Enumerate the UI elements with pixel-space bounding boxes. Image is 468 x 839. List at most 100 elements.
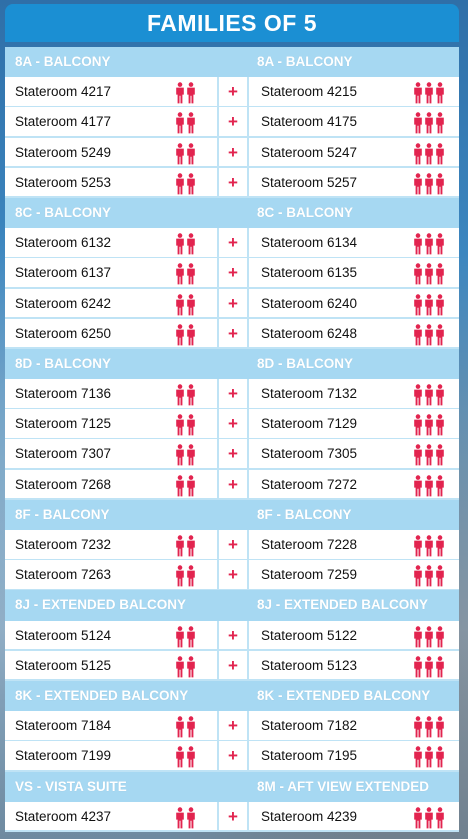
section-header-row: 8A - BALCONY 8A - BALCONY: [5, 47, 459, 78]
person-icon: [425, 565, 433, 587]
three-people-icon: [413, 384, 445, 406]
stateroom-label: Stateroom 7132: [261, 386, 358, 402]
left-stateroom-cell: Stateroom 6132: [5, 229, 217, 258]
row-divider: [5, 498, 459, 500]
person-icon: [436, 746, 444, 768]
person-icon: [414, 746, 422, 768]
person-icon: [414, 233, 422, 255]
person-icon: [436, 173, 444, 195]
stateroom-label: Stateroom 7184: [15, 718, 112, 734]
person-icon: [425, 233, 433, 255]
three-people-icon: [413, 112, 445, 134]
row-divider: [5, 347, 459, 349]
stateroom-label: Stateroom 7305: [261, 446, 358, 462]
right-stateroom-cell: Stateroom 4215: [249, 78, 459, 107]
three-people-icon: [413, 263, 445, 285]
person-icon: [187, 806, 195, 829]
person-icon: [176, 82, 184, 104]
person-icon: [176, 535, 184, 557]
person-icon: [414, 565, 422, 587]
person-icon: [187, 173, 195, 195]
stateroom-label: Stateroom 5247: [261, 144, 358, 160]
right-stateroom-cell: Stateroom 6135: [249, 259, 459, 288]
right-stateroom-cell: Stateroom 5122: [249, 621, 459, 650]
person-icon: [436, 474, 444, 497]
person-icon: [414, 535, 422, 557]
person-icon: [436, 806, 444, 829]
column-divider: [247, 228, 249, 259]
table-row: Stateroom 6137 + Stateroom 6135: [5, 258, 459, 289]
person-icon: [187, 444, 195, 466]
person-icon: [425, 716, 433, 738]
table-row: Stateroom 4217 + Stateroom 4215: [5, 77, 459, 108]
section-title-left: 8K - EXTENDED BALCONY: [15, 687, 189, 703]
person-icon: [176, 323, 184, 346]
stateroom-label: Stateroom 7136: [15, 386, 112, 402]
person-icon: [176, 112, 184, 134]
row-divider: [5, 317, 459, 319]
column-divider: [217, 318, 219, 349]
person-icon: [436, 444, 444, 466]
person-icon: [425, 293, 433, 315]
column-divider: [247, 741, 249, 772]
left-stateroom-cell: Stateroom 6137: [5, 259, 217, 288]
column-divider: [217, 379, 219, 410]
person-icon: [187, 142, 195, 164]
person-icon: [436, 263, 444, 285]
table-row: Stateroom 5253 + Stateroom 5257: [5, 167, 459, 198]
left-stateroom-cell: Stateroom 5125: [5, 651, 217, 680]
person-icon: [414, 625, 422, 647]
column-divider: [247, 620, 249, 651]
person-icon: [425, 656, 433, 678]
person-icon: [176, 746, 184, 768]
table-row: Stateroom 7268 + Stateroom 7272: [5, 469, 459, 500]
section-title-right: 8K - EXTENDED BALCONY: [257, 687, 431, 703]
table-row: Stateroom 6242 + Stateroom 6240: [5, 288, 459, 319]
three-people-icon: [413, 746, 445, 768]
left-stateroom-cell: Stateroom 4217: [5, 78, 217, 107]
right-stateroom-cell: Stateroom 7272: [249, 470, 459, 499]
person-icon: [425, 263, 433, 285]
table-row: Stateroom 7184 + Stateroom 7182: [5, 711, 459, 742]
right-stateroom-cell: Stateroom 4239: [249, 802, 459, 831]
person-icon: [425, 746, 433, 768]
column-divider: [217, 258, 219, 289]
right-stateroom-cell: Stateroom 4175: [249, 108, 459, 137]
left-stateroom-cell: Stateroom 6242: [5, 289, 217, 318]
stateroom-label: Stateroom 7182: [261, 718, 358, 734]
person-icon: [436, 565, 444, 587]
stateroom-label: Stateroom 4239: [261, 808, 358, 824]
column-divider: [217, 469, 219, 500]
person-icon: [436, 535, 444, 557]
section-title-right: 8C - BALCONY: [257, 204, 354, 220]
column-divider: [247, 167, 249, 198]
column-divider: [247, 409, 249, 440]
person-icon: [176, 716, 184, 738]
person-icon: [414, 414, 422, 436]
stateroom-label: Stateroom 7272: [261, 476, 358, 492]
two-people-icon: [175, 656, 196, 678]
person-icon: [176, 565, 184, 587]
column-divider: [247, 439, 249, 470]
two-people-icon: [175, 565, 196, 587]
left-stateroom-cell: Stateroom 7125: [5, 410, 217, 439]
person-icon: [425, 142, 433, 164]
stateroom-label: Stateroom 4215: [261, 84, 358, 100]
stateroom-label: Stateroom 6135: [261, 265, 358, 281]
plus-icon: +: [228, 414, 238, 434]
person-icon: [425, 806, 433, 829]
plus-icon: +: [228, 323, 238, 343]
column-divider: [217, 530, 219, 560]
stateroom-label: Stateroom 5123: [261, 657, 358, 673]
stateroom-label: Stateroom 6248: [261, 325, 358, 341]
person-icon: [436, 293, 444, 315]
person-icon: [176, 656, 184, 678]
plus-icon: +: [228, 474, 238, 494]
person-icon: [436, 142, 444, 164]
table-row: Stateroom 7307 + Stateroom 7305: [5, 439, 459, 470]
table-row: Stateroom 6250 + Stateroom 6248: [5, 318, 459, 349]
right-stateroom-cell: Stateroom 6248: [249, 319, 459, 348]
stateroom-label: Stateroom 6250: [15, 325, 112, 341]
plus-icon: +: [228, 384, 238, 404]
three-people-icon: [413, 414, 445, 436]
